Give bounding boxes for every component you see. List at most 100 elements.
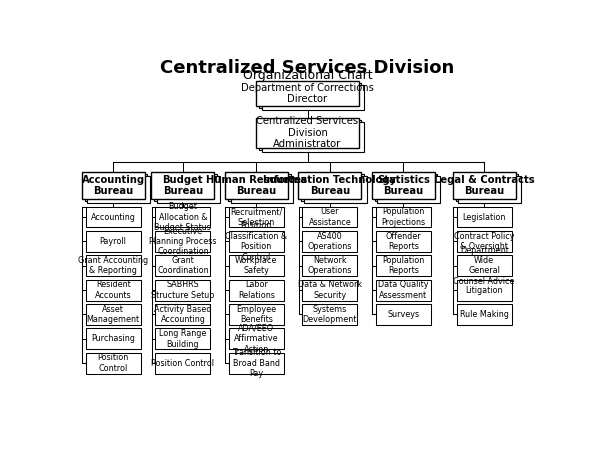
FancyBboxPatch shape <box>88 176 150 203</box>
FancyBboxPatch shape <box>457 231 512 252</box>
Text: Rule Making: Rule Making <box>460 310 509 319</box>
Text: Population
Reports: Population Reports <box>382 256 424 275</box>
FancyBboxPatch shape <box>457 280 512 300</box>
FancyBboxPatch shape <box>155 255 211 276</box>
Text: Recruitment/
Selection: Recruitment/ Selection <box>230 207 283 227</box>
FancyBboxPatch shape <box>453 172 515 199</box>
Text: Purchasing: Purchasing <box>91 334 135 343</box>
FancyBboxPatch shape <box>85 174 148 201</box>
FancyBboxPatch shape <box>374 174 437 201</box>
FancyBboxPatch shape <box>86 255 140 276</box>
FancyBboxPatch shape <box>455 174 518 201</box>
FancyBboxPatch shape <box>151 172 214 199</box>
Text: Grant Accounting
& Reporting: Grant Accounting & Reporting <box>78 256 148 275</box>
FancyBboxPatch shape <box>256 118 359 148</box>
Text: Transition to
Broad Band
Pay: Transition to Broad Band Pay <box>232 348 281 378</box>
FancyBboxPatch shape <box>259 120 361 150</box>
Text: Legislation: Legislation <box>463 213 506 222</box>
Text: Long Range
Building: Long Range Building <box>159 329 206 349</box>
Text: Accounting: Accounting <box>91 213 136 222</box>
Text: AS400
Operations: AS400 Operations <box>308 232 352 251</box>
Text: Position
Control: Position Control <box>98 353 129 373</box>
Text: ADA/EEO
Affirmative
Action: ADA/EEO Affirmative Action <box>234 324 278 354</box>
FancyBboxPatch shape <box>225 172 288 199</box>
FancyBboxPatch shape <box>155 207 211 227</box>
FancyBboxPatch shape <box>302 280 357 300</box>
Text: Payroll: Payroll <box>100 237 127 246</box>
FancyBboxPatch shape <box>228 174 290 201</box>
FancyBboxPatch shape <box>259 83 361 108</box>
FancyBboxPatch shape <box>86 280 140 300</box>
Text: Department of Corrections
Director: Department of Corrections Director <box>241 83 374 104</box>
FancyBboxPatch shape <box>457 304 512 325</box>
Text: Position Control: Position Control <box>151 359 214 368</box>
FancyBboxPatch shape <box>229 353 284 373</box>
FancyBboxPatch shape <box>155 353 211 373</box>
Text: Organizational Chart: Organizational Chart <box>242 69 373 82</box>
FancyBboxPatch shape <box>256 81 359 106</box>
Text: Activity Based
Accounting: Activity Based Accounting <box>154 305 212 324</box>
FancyBboxPatch shape <box>302 304 357 325</box>
FancyBboxPatch shape <box>155 328 211 349</box>
FancyBboxPatch shape <box>302 255 357 276</box>
Text: Workplace
Safety: Workplace Safety <box>235 256 278 275</box>
Text: Information Technology
Bureau: Information Technology Bureau <box>263 175 397 196</box>
FancyBboxPatch shape <box>229 304 284 325</box>
Text: Contract Policy
& Oversight: Contract Policy & Oversight <box>454 232 514 251</box>
FancyBboxPatch shape <box>229 231 284 252</box>
FancyBboxPatch shape <box>457 255 512 276</box>
FancyBboxPatch shape <box>86 304 140 325</box>
FancyBboxPatch shape <box>376 304 431 325</box>
FancyBboxPatch shape <box>302 207 357 227</box>
Text: Human Resources
Bureau: Human Resources Bureau <box>206 175 307 196</box>
FancyBboxPatch shape <box>376 280 431 300</box>
Text: Statistics
Bureau: Statistics Bureau <box>377 175 430 196</box>
Text: Department
Wide
General
Counsel Advice: Department Wide General Counsel Advice <box>454 246 515 286</box>
Text: Asset
Management: Asset Management <box>86 305 140 324</box>
FancyBboxPatch shape <box>304 176 367 203</box>
FancyBboxPatch shape <box>229 255 284 276</box>
FancyBboxPatch shape <box>262 122 364 153</box>
FancyBboxPatch shape <box>298 172 361 199</box>
FancyBboxPatch shape <box>372 172 434 199</box>
Text: Surveys: Surveys <box>387 310 419 319</box>
FancyBboxPatch shape <box>229 280 284 300</box>
Text: Population
Projections: Population Projections <box>381 207 425 227</box>
FancyBboxPatch shape <box>155 304 211 325</box>
FancyBboxPatch shape <box>457 207 512 227</box>
Text: Centralized Services
Division
Administrator: Centralized Services Division Administra… <box>256 116 359 149</box>
FancyBboxPatch shape <box>157 176 220 203</box>
Text: Data & Network
Security: Data & Network Security <box>298 280 362 300</box>
FancyBboxPatch shape <box>229 328 284 349</box>
FancyBboxPatch shape <box>229 207 284 227</box>
FancyBboxPatch shape <box>376 255 431 276</box>
Text: Grant
Coordination: Grant Coordination <box>157 256 209 275</box>
FancyBboxPatch shape <box>301 174 364 201</box>
Text: Position
Classification &
Position
Control: Position Classification & Position Contr… <box>225 221 287 261</box>
Text: Executive
Planning Process
Coordination: Executive Planning Process Coordination <box>149 226 217 256</box>
Text: Centralized Services Division: Centralized Services Division <box>160 60 455 77</box>
Text: Legal & Contracts
Bureau: Legal & Contracts Bureau <box>434 175 535 196</box>
FancyBboxPatch shape <box>302 231 357 252</box>
Text: Resident
Accounts: Resident Accounts <box>95 280 131 300</box>
Text: Budget
Bureau: Budget Bureau <box>163 175 203 196</box>
FancyBboxPatch shape <box>82 172 145 199</box>
FancyBboxPatch shape <box>155 231 211 252</box>
FancyBboxPatch shape <box>86 207 140 227</box>
FancyBboxPatch shape <box>262 85 364 110</box>
FancyBboxPatch shape <box>86 328 140 349</box>
FancyBboxPatch shape <box>230 176 293 203</box>
Text: Employee
Benefits: Employee Benefits <box>236 305 277 324</box>
Text: Labor
Relations: Labor Relations <box>238 280 275 300</box>
Text: Data Quality
Assessment: Data Quality Assessment <box>378 280 428 300</box>
FancyBboxPatch shape <box>86 353 140 373</box>
Text: Network
Operations: Network Operations <box>308 256 352 275</box>
FancyBboxPatch shape <box>376 231 431 252</box>
FancyBboxPatch shape <box>154 174 217 201</box>
FancyBboxPatch shape <box>155 280 211 300</box>
FancyBboxPatch shape <box>86 231 140 252</box>
Text: User
Assistance: User Assistance <box>308 207 351 227</box>
FancyBboxPatch shape <box>376 207 431 227</box>
FancyBboxPatch shape <box>458 176 521 203</box>
Text: Offender
Reports: Offender Reports <box>385 232 421 251</box>
